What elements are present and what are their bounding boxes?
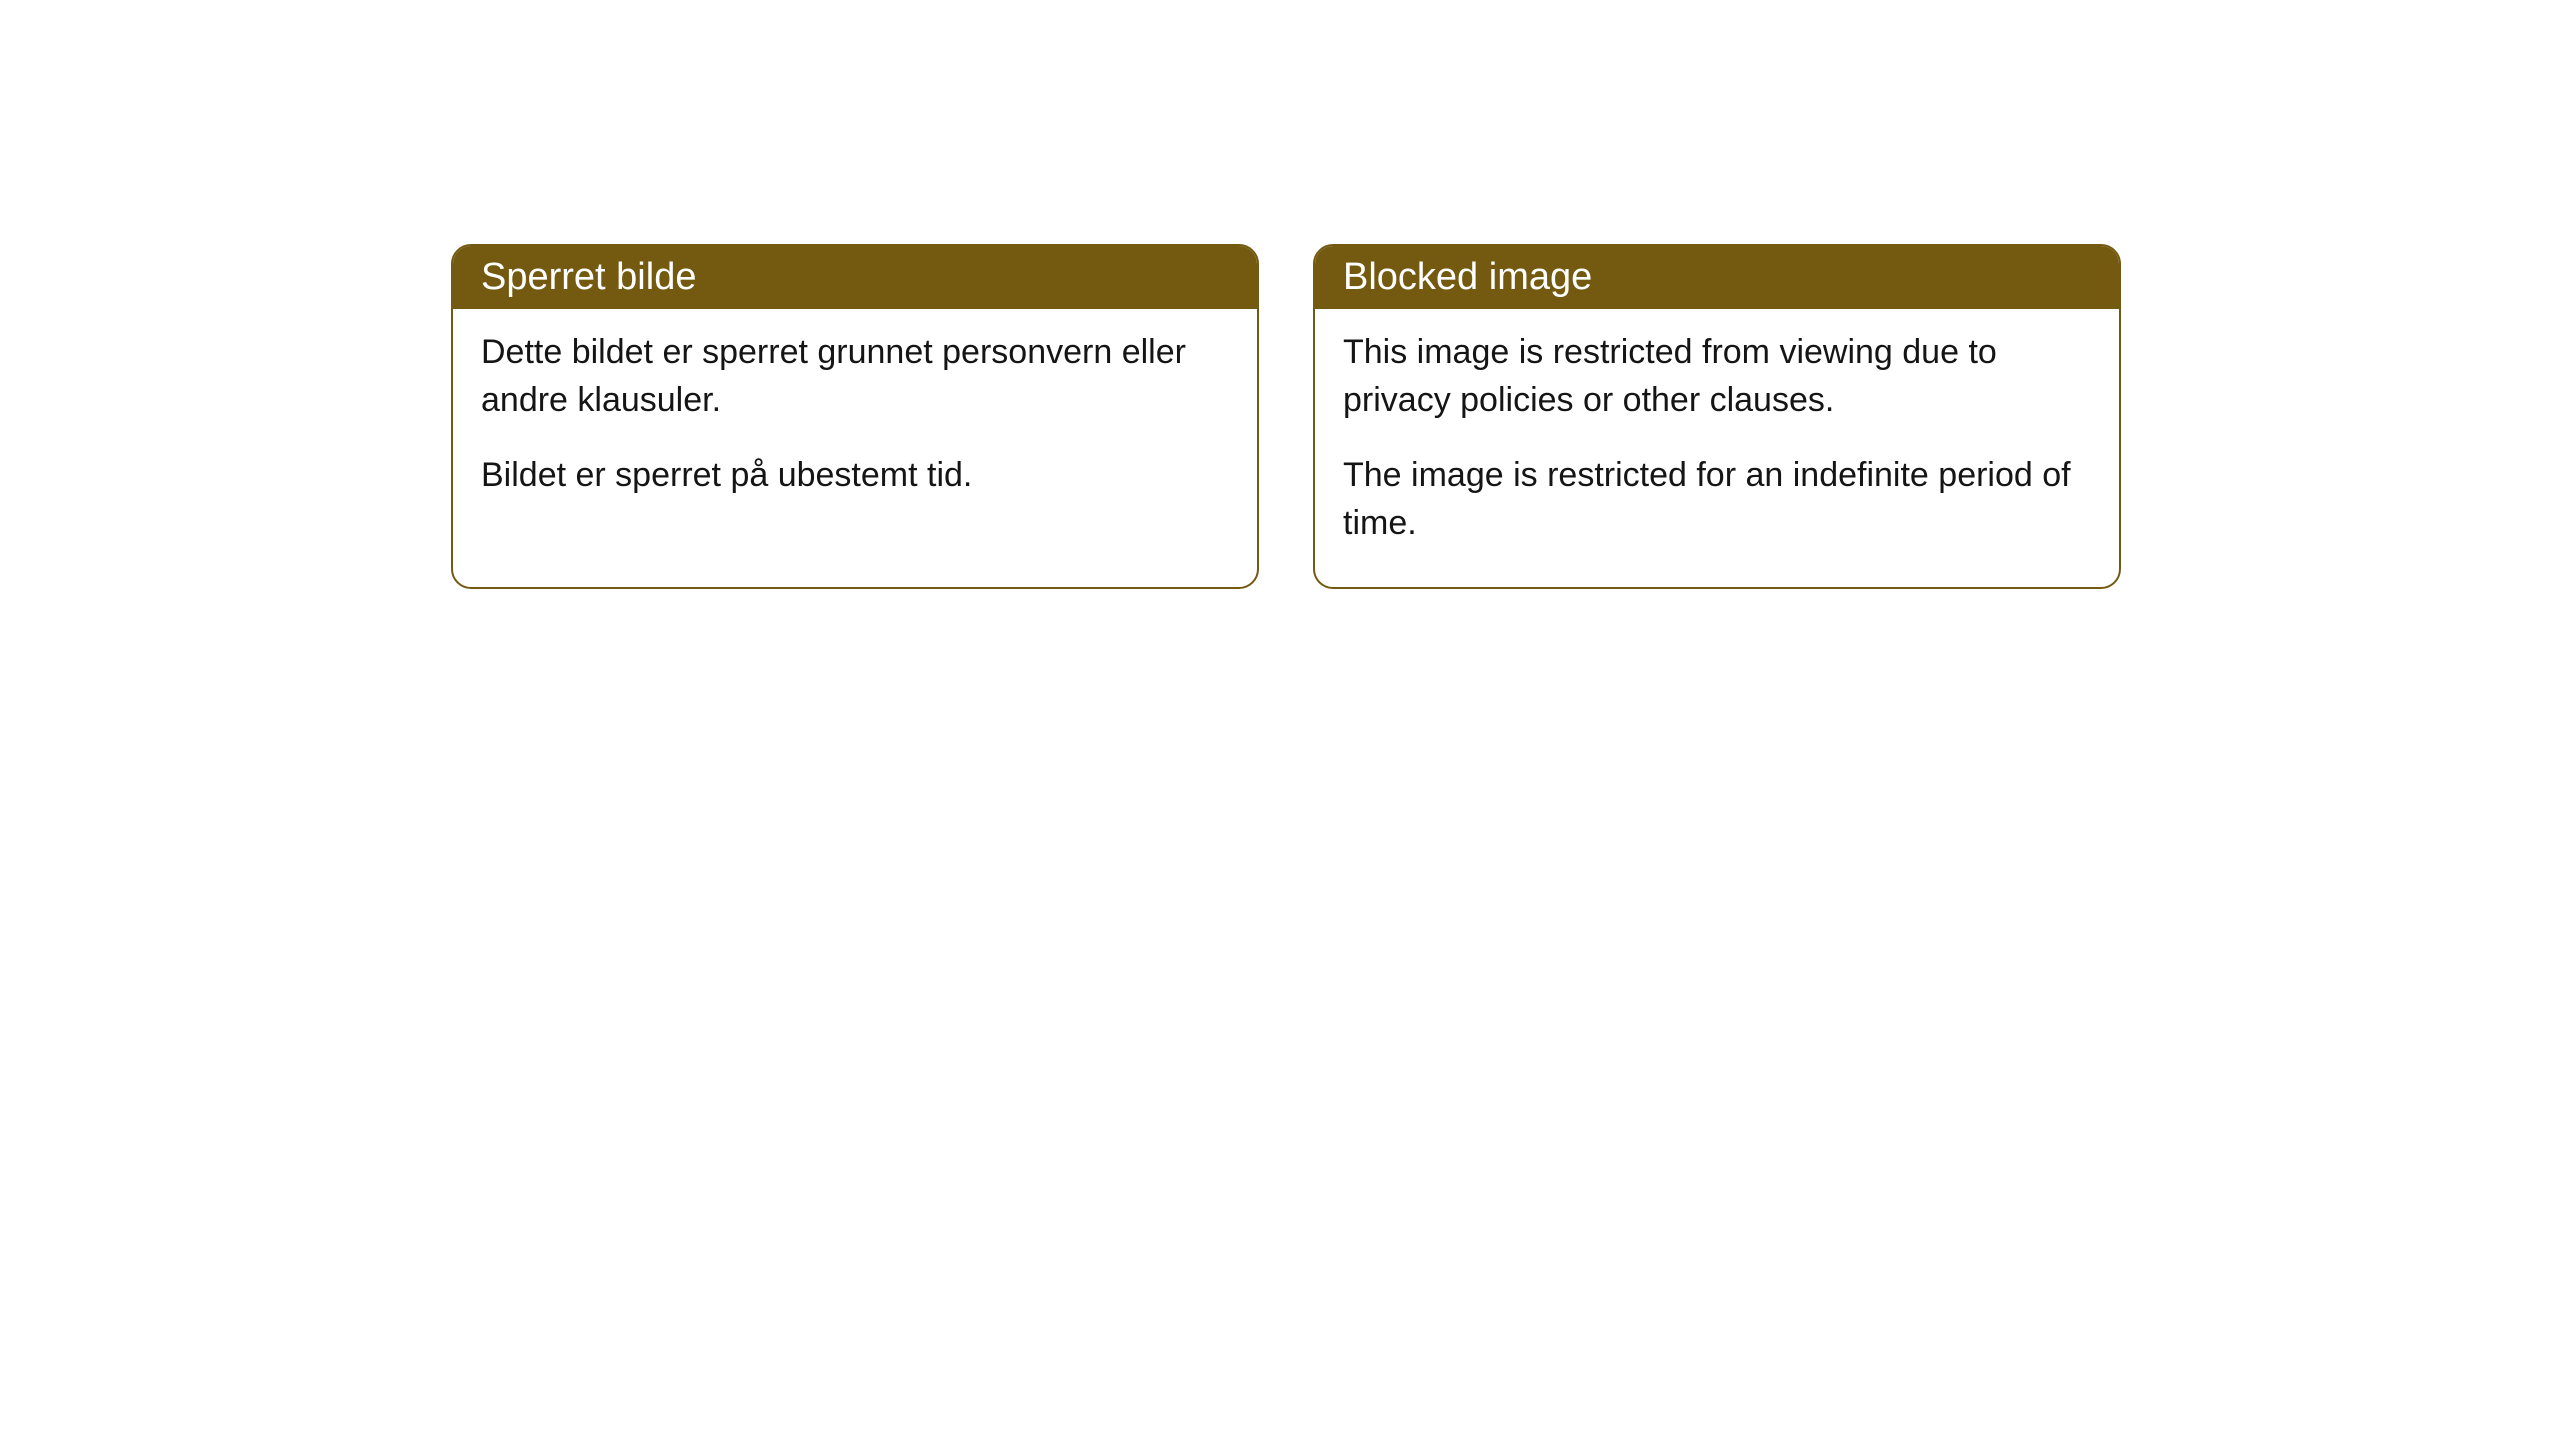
notice-cards-container: Sperret bilde Dette bildet er sperret gr…	[451, 244, 2121, 589]
card-title: Sperret bilde	[481, 256, 696, 298]
card-paragraph: Bildet er sperret på ubestemt tid.	[481, 452, 1229, 500]
card-header-english: Blocked image	[1315, 246, 2119, 309]
card-paragraph: Dette bildet er sperret grunnet personve…	[481, 329, 1229, 424]
card-paragraph: This image is restricted from viewing du…	[1343, 329, 2091, 424]
notice-card-norwegian: Sperret bilde Dette bildet er sperret gr…	[451, 244, 1259, 589]
card-body-english: This image is restricted from viewing du…	[1315, 309, 2119, 587]
card-title: Blocked image	[1343, 256, 1592, 298]
card-body-norwegian: Dette bildet er sperret grunnet personve…	[453, 309, 1257, 540]
card-header-norwegian: Sperret bilde	[453, 246, 1257, 309]
card-paragraph: The image is restricted for an indefinit…	[1343, 452, 2091, 547]
notice-card-english: Blocked image This image is restricted f…	[1313, 244, 2121, 589]
